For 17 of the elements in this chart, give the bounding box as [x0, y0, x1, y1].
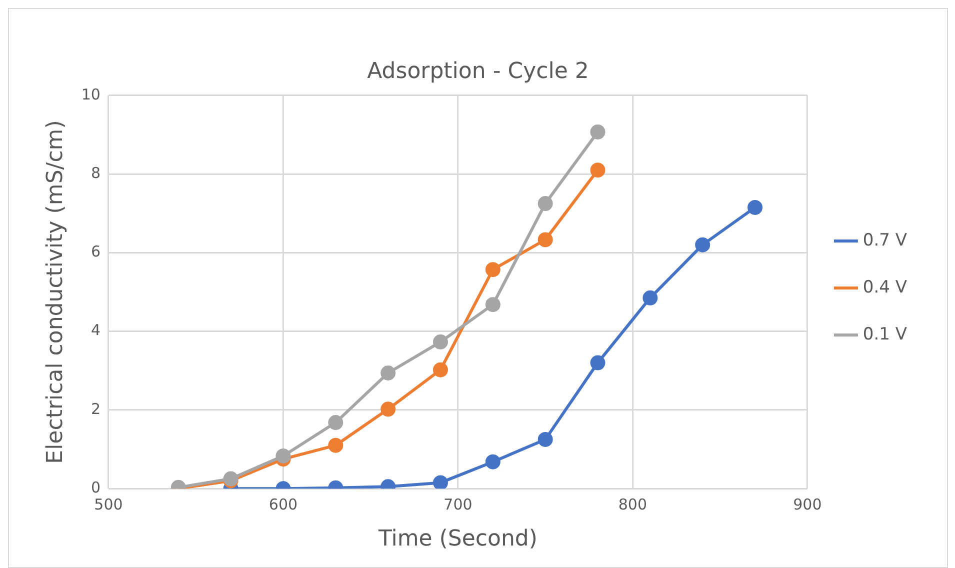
legend-label: 0.4 V: [862, 277, 908, 298]
x-tick-label: 700: [444, 495, 472, 514]
legend-label: 0.1 V: [862, 324, 908, 344]
x-tick-label: 900: [793, 495, 822, 514]
y-tick-label: 6: [90, 242, 100, 261]
x-tick-label: 800: [618, 495, 648, 514]
y-tick-label: 10: [81, 85, 100, 104]
y-tick-label: 0: [90, 478, 100, 496]
y-axis-title: Electrical conductivity (mS/cm): [42, 120, 68, 464]
y-tick-label: 8: [90, 164, 100, 182]
y-tick-label: 4: [90, 321, 100, 340]
chart-title: Adsorption - Cycle 2: [367, 58, 589, 84]
legend-label: 0.7 V: [862, 230, 908, 250]
x-tick-label: 500: [94, 495, 123, 514]
x-tick-label: 600: [268, 495, 298, 514]
x-axis-title: Time (Second): [377, 526, 538, 552]
y-tick-label: 2: [90, 400, 100, 418]
